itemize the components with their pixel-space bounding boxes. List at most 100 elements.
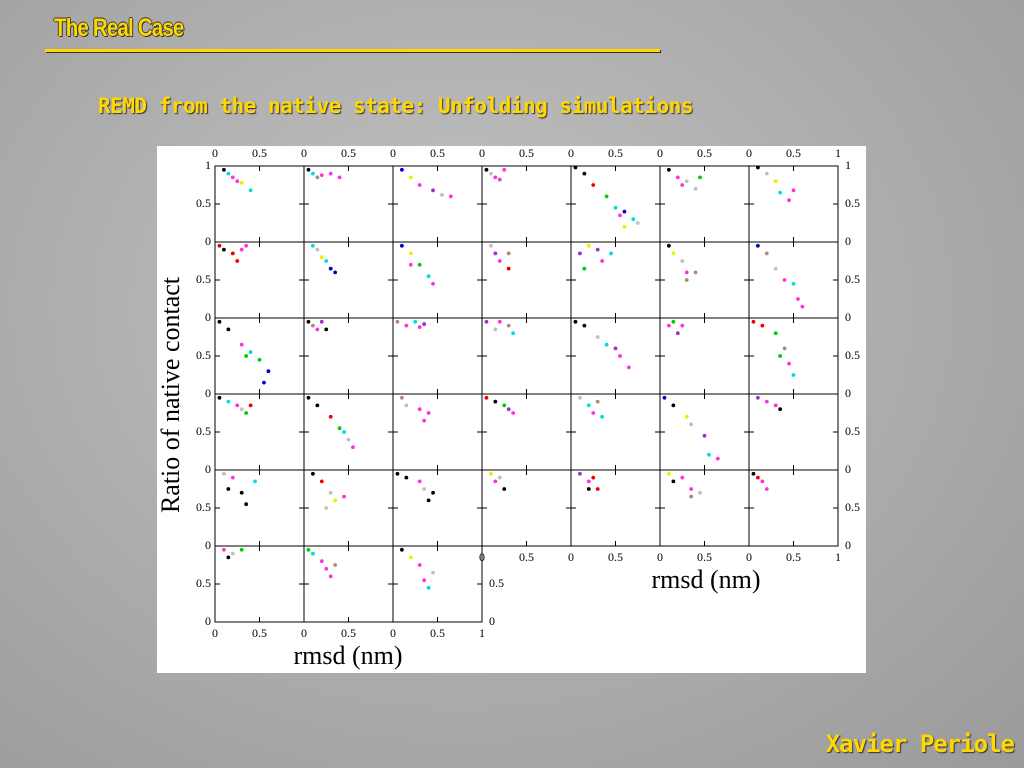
scatter-point	[422, 418, 427, 423]
scatter-point	[502, 403, 507, 408]
scatter-point	[248, 188, 253, 193]
y-tick-label: 0.5	[845, 272, 860, 286]
x-tick-label: 0.5	[519, 146, 534, 160]
scatter-point	[311, 323, 315, 328]
scatter-point	[328, 266, 333, 271]
x-tick-label: 0.5	[697, 146, 712, 160]
scatter-point	[489, 171, 493, 176]
y-tick-label: 0.5	[196, 500, 211, 514]
scatter-point	[239, 180, 244, 185]
scatter-point	[578, 471, 582, 476]
scatter-point	[262, 380, 266, 385]
x-tick-label: 0	[390, 146, 396, 160]
scatter-point	[791, 281, 796, 286]
y-tick-label: 0	[205, 614, 211, 628]
scatter-point	[306, 547, 311, 552]
scatter-point	[635, 221, 640, 225]
scatter-point	[244, 243, 249, 248]
scatter-point	[671, 319, 676, 324]
scatter-point	[239, 490, 244, 495]
x-tick-label: 0	[746, 146, 752, 160]
scatter-point	[431, 188, 435, 193]
scatter-point	[675, 331, 680, 336]
scatter-point	[493, 479, 498, 484]
scatter-point	[337, 426, 342, 431]
slide-title: The Real Case	[54, 14, 184, 42]
scatter-point	[328, 171, 333, 176]
scatter-point	[324, 259, 329, 263]
scatter-point	[689, 487, 694, 491]
scatter-point	[618, 213, 622, 218]
scatter-point	[417, 407, 422, 412]
scatter-point	[662, 395, 667, 400]
scatter-point	[631, 217, 636, 222]
scatter-point	[395, 471, 400, 476]
scatter-point	[319, 319, 324, 324]
scatter-point	[422, 322, 427, 326]
scatter-point	[217, 319, 222, 324]
scatter-point	[417, 325, 422, 330]
scatter-point	[497, 319, 502, 324]
scatter-point	[506, 323, 511, 328]
y-tick-label: 0.5	[196, 424, 211, 438]
x-tick-label: 0.5	[430, 146, 445, 160]
y-tick-label: 0.5	[489, 576, 504, 590]
scatter-point	[408, 175, 413, 180]
scatter-point	[319, 559, 324, 564]
x-tick-label: 0	[479, 550, 485, 564]
scatter-point	[489, 471, 493, 476]
scatter-point	[404, 323, 409, 328]
scatter-point	[248, 403, 253, 408]
scatter-point	[311, 243, 315, 248]
scatter-point	[595, 335, 600, 339]
scatter-point	[791, 188, 796, 193]
scatter-point	[493, 327, 498, 332]
x-tick-label: 0.5	[786, 550, 801, 564]
scatter-point	[582, 323, 587, 328]
y-tick-label: 0	[845, 462, 851, 476]
x-tick-label: 0.5	[608, 550, 623, 564]
scatter-point	[707, 452, 711, 457]
y-tick-label: 0.5	[196, 272, 211, 286]
x-tick-label: 0	[301, 146, 307, 160]
scatter-point	[493, 251, 498, 256]
scatter-point	[235, 259, 240, 263]
scatter-point	[351, 445, 355, 450]
scatter-point	[787, 361, 791, 366]
scatter-point	[408, 251, 413, 256]
scatter-point	[675, 175, 680, 180]
scatter-point	[764, 487, 769, 491]
scatter-point	[484, 395, 489, 400]
y-tick-label: 0.5	[196, 576, 211, 590]
scatter-point	[591, 183, 596, 187]
x-tick-label: 1	[479, 626, 485, 640]
scatter-point	[573, 165, 578, 170]
scatter-point	[511, 411, 516, 415]
scatter-point	[244, 354, 249, 358]
scatter-point	[400, 167, 404, 172]
scatter-point	[244, 411, 249, 415]
scatter-point	[417, 479, 422, 484]
x-tick-label: 0.5	[697, 550, 712, 564]
scatter-point	[493, 175, 498, 180]
scatter-point	[404, 475, 409, 480]
scatter-point	[582, 171, 587, 176]
scatter-point	[315, 175, 320, 180]
scatter-point	[604, 194, 609, 199]
x-tick-label: 0	[390, 626, 396, 640]
scatter-point	[497, 177, 502, 182]
x-tick-label: 0	[479, 146, 485, 160]
y-tick-label: 0.5	[845, 348, 860, 362]
scatter-point	[609, 251, 613, 256]
x-tick-label: 0	[568, 146, 574, 160]
scatter-point	[591, 475, 596, 480]
scatter-point	[408, 555, 413, 560]
scatter-point	[400, 547, 404, 552]
x-tick-label: 0	[568, 550, 574, 564]
scatter-point	[751, 471, 756, 476]
scatter-point	[680, 259, 685, 263]
scatter-point	[586, 243, 591, 248]
x-tick-label: 1	[835, 146, 841, 160]
scatter-point	[586, 479, 591, 484]
